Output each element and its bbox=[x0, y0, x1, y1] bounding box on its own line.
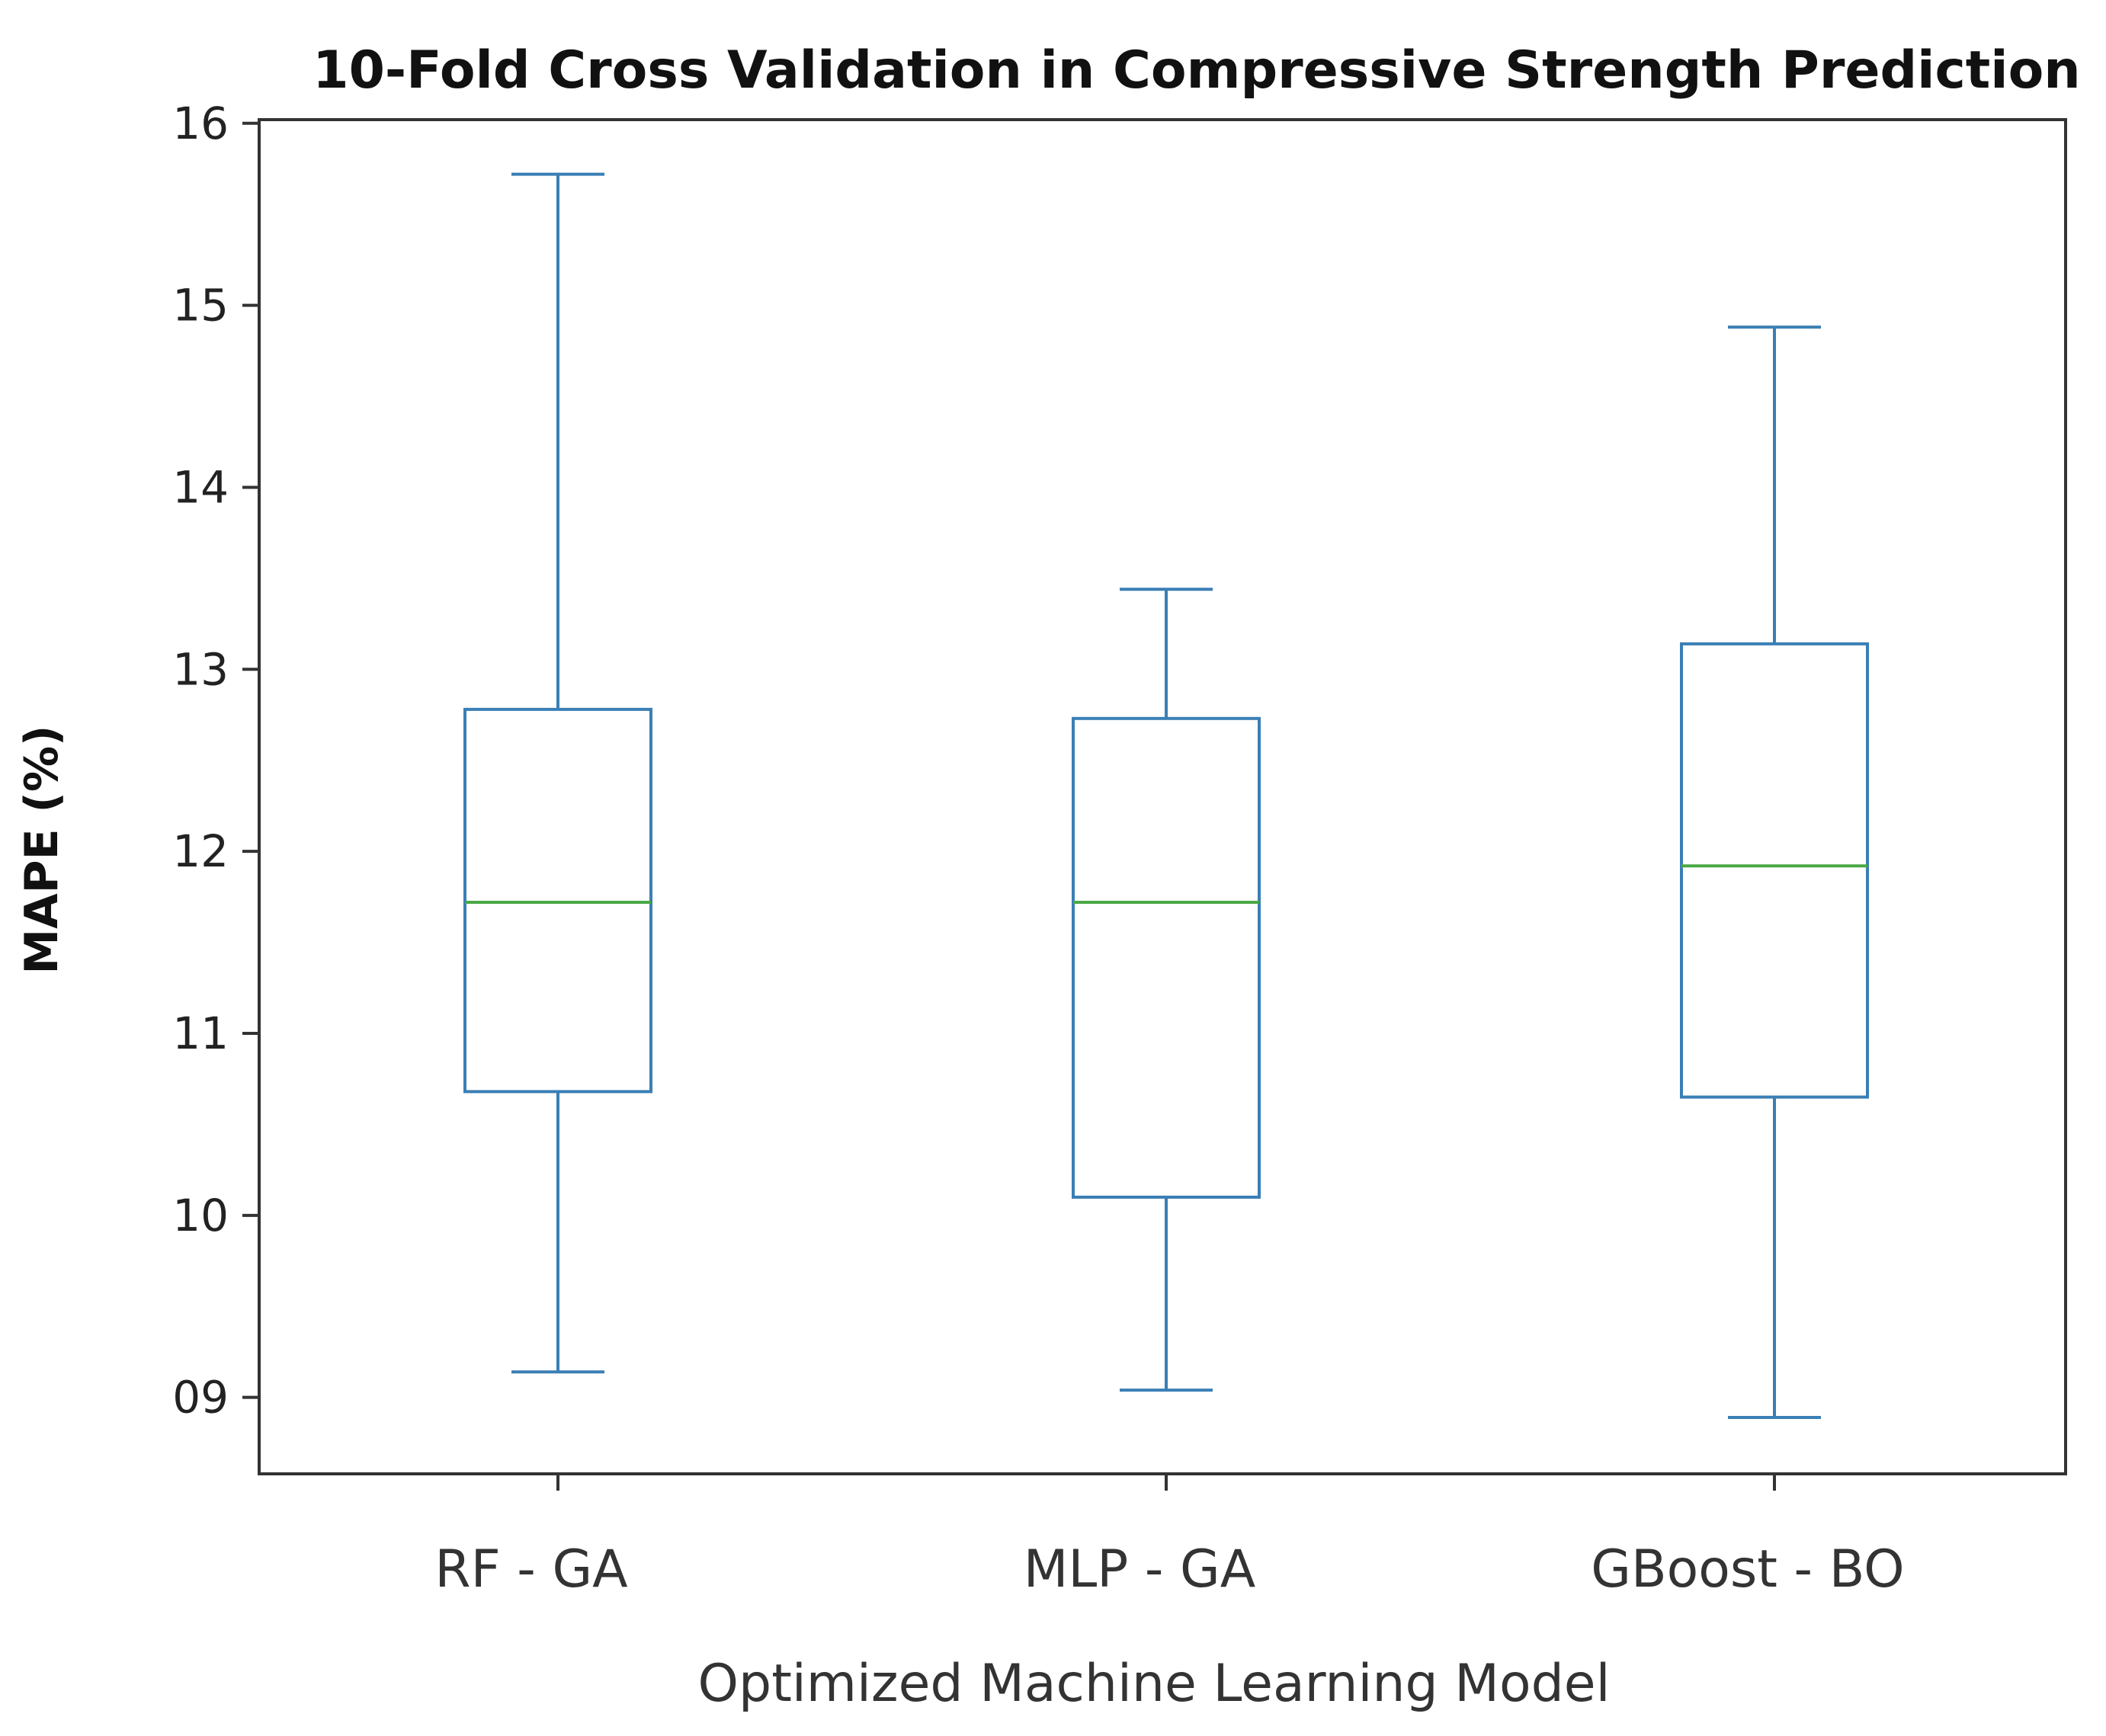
iqr-box bbox=[1072, 716, 1261, 1199]
y-tick-label: 11 bbox=[172, 1007, 229, 1059]
box-group bbox=[1072, 588, 1261, 1392]
box-group bbox=[1680, 325, 1869, 1419]
x-tick-label: GBoost - BO bbox=[1591, 1539, 1904, 1600]
iqr-box bbox=[463, 707, 652, 1094]
box-series bbox=[463, 172, 1869, 1419]
y-tick-label: 13 bbox=[172, 643, 229, 695]
chart-title: 10-Fold Cross Validation in Compressive … bbox=[313, 40, 2080, 101]
x-axis: RF - GA MLP - GA GBoost - BO bbox=[434, 1474, 1905, 1600]
y-tick-label: 15 bbox=[172, 280, 229, 332]
x-tick-label: RF - GA bbox=[434, 1539, 627, 1600]
x-axis-label: Optimized Machine Learning Model bbox=[698, 1654, 1611, 1714]
y-tick-label: 12 bbox=[172, 825, 229, 877]
iqr-box bbox=[1680, 642, 1869, 1099]
y-axis-label: MAPE (%) bbox=[15, 725, 69, 975]
y-tick-label: 10 bbox=[172, 1190, 229, 1241]
x-tick-label: MLP - GA bbox=[1024, 1539, 1256, 1600]
y-tick-label: 16 bbox=[172, 98, 229, 149]
box-group bbox=[463, 172, 652, 1374]
y-axis: 09 10 11 12 13 14 15 16 bbox=[172, 98, 259, 1424]
y-tick-label: 14 bbox=[172, 461, 229, 513]
plot-area-frame bbox=[258, 118, 2067, 1475]
y-tick-label: 09 bbox=[172, 1372, 229, 1424]
